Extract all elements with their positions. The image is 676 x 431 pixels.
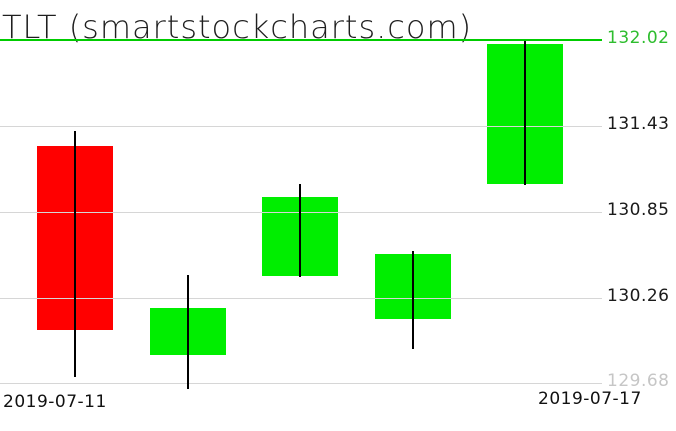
y-axis-tick-label: 129.68 [607, 371, 670, 392]
candle-wick [186, 274, 189, 389]
current-price-line [0, 39, 602, 41]
gridline [0, 298, 602, 300]
y-axis-tick-label: 131.43 [607, 114, 670, 135]
x-axis-label-start-date: 2019-07-11 [3, 392, 107, 412]
y-axis-tick-label: 130.26 [607, 286, 670, 307]
y-axis-tick-label: 130.85 [607, 199, 670, 220]
candle-wick [299, 183, 301, 278]
gridline [0, 126, 602, 128]
gridline [0, 383, 602, 385]
gridline [0, 211, 602, 213]
candle-wick [411, 251, 414, 350]
y-axis-tick-label: 132.02 [607, 28, 670, 48]
candle-wick [74, 130, 76, 378]
candle-wick [524, 40, 526, 186]
x-axis-label-end-date: 2019-07-17 [538, 389, 642, 409]
